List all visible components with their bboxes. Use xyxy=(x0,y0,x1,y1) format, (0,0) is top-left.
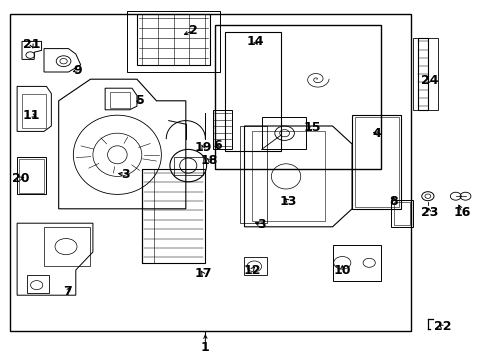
Text: 17: 17 xyxy=(194,267,211,280)
Text: 15: 15 xyxy=(303,121,320,134)
Text: 18: 18 xyxy=(200,154,218,167)
Text: 13: 13 xyxy=(279,195,297,208)
Text: 3: 3 xyxy=(121,168,129,181)
Text: 11: 11 xyxy=(23,109,41,122)
Text: 10: 10 xyxy=(333,264,350,276)
Bar xyxy=(215,25,381,169)
Bar xyxy=(10,14,410,331)
Text: 4: 4 xyxy=(371,127,380,140)
Text: 7: 7 xyxy=(63,285,72,298)
Text: 3: 3 xyxy=(257,219,265,231)
Text: 5: 5 xyxy=(136,94,145,107)
Text: 24: 24 xyxy=(420,75,437,87)
Text: 16: 16 xyxy=(452,206,470,219)
Text: 1: 1 xyxy=(201,341,209,354)
Text: 12: 12 xyxy=(243,264,260,276)
Text: 22: 22 xyxy=(433,320,450,333)
Text: 8: 8 xyxy=(388,195,397,208)
Text: 21: 21 xyxy=(23,39,41,51)
Text: 20: 20 xyxy=(12,172,30,185)
Text: 19: 19 xyxy=(194,141,211,154)
Text: 2: 2 xyxy=(188,24,197,37)
Text: 6: 6 xyxy=(213,139,222,152)
Text: 14: 14 xyxy=(246,35,264,48)
Text: 23: 23 xyxy=(420,206,437,219)
Text: 9: 9 xyxy=(73,64,81,77)
